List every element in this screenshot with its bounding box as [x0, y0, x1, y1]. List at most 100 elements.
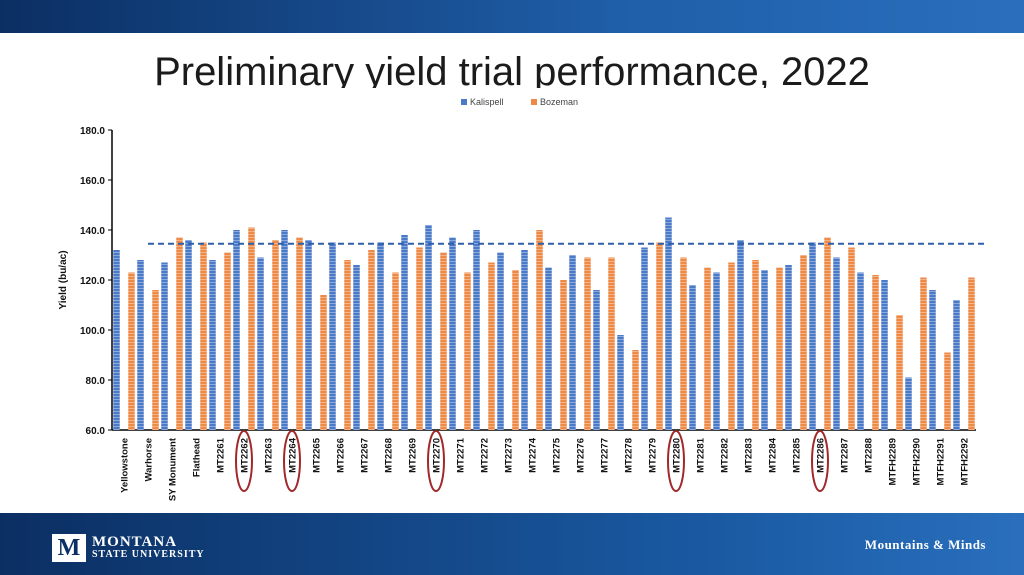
- slide-title: Preliminary yield trial performance, 202…: [154, 50, 870, 88]
- bar-kalispell: [881, 280, 888, 430]
- msu-logo[interactable]: M MONTANA STATE UNIVERSITY: [52, 533, 205, 563]
- bar-kalispell: [497, 252, 504, 430]
- highlight-ellipse: [427, 430, 445, 492]
- x-tick-label: MT2281: [696, 437, 707, 473]
- bar-bozeman: [896, 315, 903, 430]
- x-tick-label: MT2268: [384, 438, 395, 473]
- bar-kalispell: [857, 272, 864, 430]
- chart-panel: 60.0 80.0 100.0 120.0 140.0 160.0 180.0 Yield (…: [41, 88, 989, 540]
- bar-bozeman: [344, 260, 351, 430]
- x-tick-label: MT2272: [480, 438, 491, 473]
- bar-kalispell: [593, 290, 600, 430]
- bar-kalispell: [401, 235, 408, 430]
- x-tick-label: MT2276: [576, 438, 587, 473]
- x-tick-label: MT2270: [432, 438, 443, 473]
- x-tick-label: MT2275: [552, 437, 563, 473]
- bar-bozeman: [368, 250, 375, 430]
- bar-kalispell: [257, 257, 264, 430]
- x-tick-label: MT2277: [600, 438, 611, 473]
- bar-kalispell: [737, 240, 744, 430]
- bar-bozeman: [608, 257, 615, 430]
- bar-bozeman: [176, 237, 183, 430]
- bar-bozeman: [584, 257, 591, 430]
- bar-kalispell: [545, 267, 552, 430]
- bar-bozeman: [944, 352, 951, 430]
- bar-kalispell: [713, 272, 720, 430]
- bar-bozeman: [920, 277, 927, 430]
- x-tick-label: MTFH2289: [888, 438, 899, 486]
- top-banner: [0, 0, 1024, 33]
- bar-kalispell: [161, 262, 168, 430]
- bar-bozeman: [632, 350, 639, 430]
- yield-bar-chart: 60.0 80.0 100.0 120.0 140.0 160.0 180.0 Yield (…: [58, 97, 986, 524]
- x-tick-label: MTFH2292: [960, 438, 971, 486]
- y-tick-label: 160.0: [80, 176, 105, 187]
- logo-line2: STATE UNIVERSITY: [92, 548, 205, 560]
- bar-kalispell: [329, 242, 336, 430]
- x-tick-label: MT2274: [528, 437, 539, 473]
- bar-kalispell: [929, 290, 936, 430]
- x-tick-label: MT2265: [312, 437, 323, 473]
- x-tick-label: MT2264: [288, 437, 299, 473]
- x-tick-label: MT2288: [864, 438, 875, 473]
- x-tick-label: Warhorse: [144, 438, 155, 481]
- bar-kalispell: [689, 285, 696, 430]
- x-tick-label: Flathead: [192, 438, 203, 477]
- bar-bozeman: [272, 240, 279, 430]
- bar-kalispell: [185, 240, 192, 430]
- bar-bozeman: [824, 237, 831, 430]
- bar-kalispell: [569, 255, 576, 430]
- legend-swatch-bozeman: [531, 99, 537, 105]
- x-tick-label: MT2261: [216, 437, 227, 473]
- highlight-ellipse: [235, 430, 253, 492]
- msu-logo-mark: M: [52, 534, 86, 562]
- bar-kalispell: [281, 230, 288, 430]
- bar-kalispell: [449, 237, 456, 430]
- bar-bozeman: [200, 242, 207, 430]
- x-tick-label: MTFH2291: [936, 437, 947, 485]
- bar-kalispell: [137, 260, 144, 430]
- bottom-banner: [0, 513, 1024, 575]
- bar-bozeman: [560, 280, 567, 430]
- legend-swatch-kalispell: [461, 99, 467, 105]
- bar-bozeman: [848, 247, 855, 430]
- bar-kalispell: [377, 242, 384, 430]
- x-tick-label: MT2285: [792, 437, 803, 473]
- bar-kalispell: [833, 257, 840, 430]
- bar-bozeman: [296, 237, 303, 430]
- bar-bozeman: [704, 267, 711, 430]
- bar-kalispell: [113, 250, 120, 430]
- tagline: Mountains & Minds: [864, 537, 986, 552]
- bar-bozeman: [464, 272, 471, 430]
- y-tick-label: 180.0: [80, 126, 105, 137]
- y-tick-label: 80.0: [86, 376, 106, 387]
- x-tick-label: MT2267: [360, 438, 371, 473]
- bar-kalispell: [473, 230, 480, 430]
- y-axis-label: Yield (bu/ac): [58, 250, 69, 309]
- msu-logo-text: MONTANA STATE UNIVERSITY: [92, 534, 205, 561]
- bar-bozeman: [800, 255, 807, 430]
- x-tick-label: MT2284: [768, 437, 779, 473]
- bar-kalispell: [521, 250, 528, 430]
- bar-kalispell: [425, 225, 432, 430]
- x-tick-label: SY Monument: [168, 437, 179, 501]
- bar-bozeman: [776, 267, 783, 430]
- bar-bozeman: [728, 262, 735, 430]
- bar-bozeman: [968, 277, 975, 430]
- bar-bozeman: [152, 290, 159, 430]
- x-tick-label: MT2280: [672, 438, 683, 473]
- bar-bozeman: [128, 272, 135, 430]
- bar-kalispell: [785, 265, 792, 430]
- bar-kalispell: [809, 242, 816, 430]
- bar-kalispell: [305, 240, 312, 430]
- bar-kalispell: [761, 270, 768, 430]
- highlight-ellipse: [811, 430, 829, 492]
- bar-bozeman: [512, 270, 519, 430]
- highlight-ellipse: [283, 430, 301, 492]
- x-tick-label: MT2263: [264, 438, 275, 473]
- y-tick-label: 60.0: [86, 426, 106, 437]
- x-tick-label: MT2279: [648, 438, 659, 473]
- bar-bozeman: [656, 242, 663, 430]
- legend-label-kalispell: Kalispell: [470, 97, 504, 107]
- bar-bozeman: [224, 252, 231, 430]
